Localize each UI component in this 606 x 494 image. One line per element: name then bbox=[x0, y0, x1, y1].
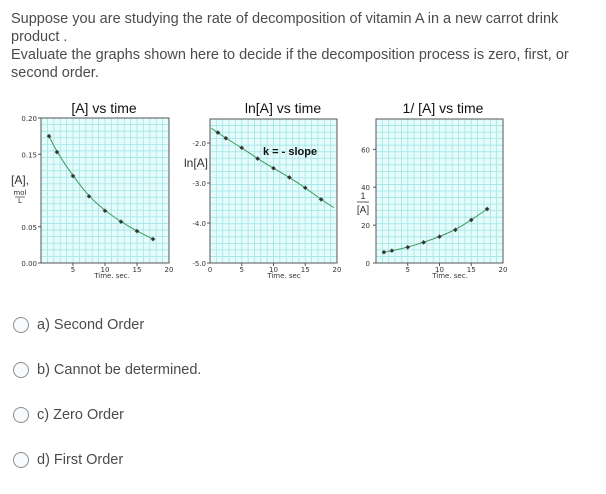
svg-text:5: 5 bbox=[240, 266, 244, 274]
svg-text:20: 20 bbox=[165, 266, 174, 274]
option-a[interactable]: a) Second Order bbox=[13, 314, 201, 336]
svg-text:-4.0: -4.0 bbox=[192, 220, 206, 228]
svg-text:5: 5 bbox=[71, 266, 75, 274]
svg-text:-3.0: -3.0 bbox=[192, 180, 206, 188]
answer-options: a) Second Order b) Cannot be determined.… bbox=[13, 314, 201, 494]
svg-text:60: 60 bbox=[361, 146, 370, 154]
svg-text:[A]: [A] bbox=[357, 205, 369, 216]
svg-text:mol: mol bbox=[13, 189, 26, 197]
svg-text:10: 10 bbox=[101, 266, 110, 274]
question-line-1: Suppose you are studying the rate of dec… bbox=[11, 11, 559, 45]
svg-text:Time. sec: Time. sec bbox=[266, 272, 301, 280]
option-label: a) Second Order bbox=[37, 317, 145, 333]
svg-text:0: 0 bbox=[366, 260, 370, 268]
svg-text:40: 40 bbox=[361, 184, 370, 192]
radio-button[interactable] bbox=[13, 452, 29, 468]
option-d[interactable]: d) First Order bbox=[13, 449, 201, 471]
option-b[interactable]: b) Cannot be determined. bbox=[13, 359, 201, 381]
radio-button[interactable] bbox=[13, 407, 29, 423]
svg-text:20: 20 bbox=[333, 266, 342, 274]
option-label: b) Cannot be determined. bbox=[37, 362, 202, 378]
svg-text:L: L bbox=[18, 197, 22, 205]
svg-text:[A],: [A], bbox=[11, 173, 29, 187]
svg-text:20: 20 bbox=[499, 266, 508, 274]
svg-text:0: 0 bbox=[208, 266, 212, 274]
charts-figure: [A] vs time 0.00 0.05 0.15 0.20 5 10 15 20 Time. … bbox=[0, 95, 606, 295]
svg-text:Time. sec.: Time. sec. bbox=[431, 272, 468, 280]
svg-text:k = - slope: k = - slope bbox=[263, 146, 317, 158]
radio-button[interactable] bbox=[13, 362, 29, 378]
svg-text:ln[A] vs time: ln[A] vs time bbox=[245, 100, 321, 116]
option-label: d) First Order bbox=[37, 452, 124, 468]
svg-text:0.05: 0.05 bbox=[21, 224, 37, 232]
option-c[interactable]: c) Zero Order bbox=[13, 404, 201, 426]
question-text: Suppose you are studying the rate of dec… bbox=[11, 10, 596, 82]
svg-text:[A] vs time: [A] vs time bbox=[71, 100, 137, 116]
svg-text:-5.0: -5.0 bbox=[192, 260, 206, 268]
svg-text:20: 20 bbox=[361, 222, 370, 230]
radio-button[interactable] bbox=[13, 317, 29, 333]
svg-text:15: 15 bbox=[133, 266, 142, 274]
svg-text:-2.0: -2.0 bbox=[192, 140, 206, 148]
svg-text:0.00: 0.00 bbox=[21, 260, 37, 268]
svg-text:0.20: 0.20 bbox=[21, 115, 37, 123]
svg-text:15: 15 bbox=[467, 266, 476, 274]
question-line-2: Evaluate the graphs shown here to decide… bbox=[11, 47, 569, 81]
svg-text:5: 5 bbox=[406, 266, 410, 274]
svg-text:1: 1 bbox=[360, 191, 365, 201]
svg-text:0.15: 0.15 bbox=[21, 151, 37, 159]
svg-text:Time. sec.: Time. sec. bbox=[93, 272, 130, 280]
svg-text:10: 10 bbox=[269, 266, 278, 274]
option-label: c) Zero Order bbox=[37, 407, 125, 423]
svg-text:10: 10 bbox=[435, 266, 444, 274]
svg-text:ln[A]: ln[A] bbox=[184, 156, 208, 170]
svg-text:1/ [A] vs time: 1/ [A] vs time bbox=[403, 100, 484, 116]
svg-text:15: 15 bbox=[301, 266, 310, 274]
